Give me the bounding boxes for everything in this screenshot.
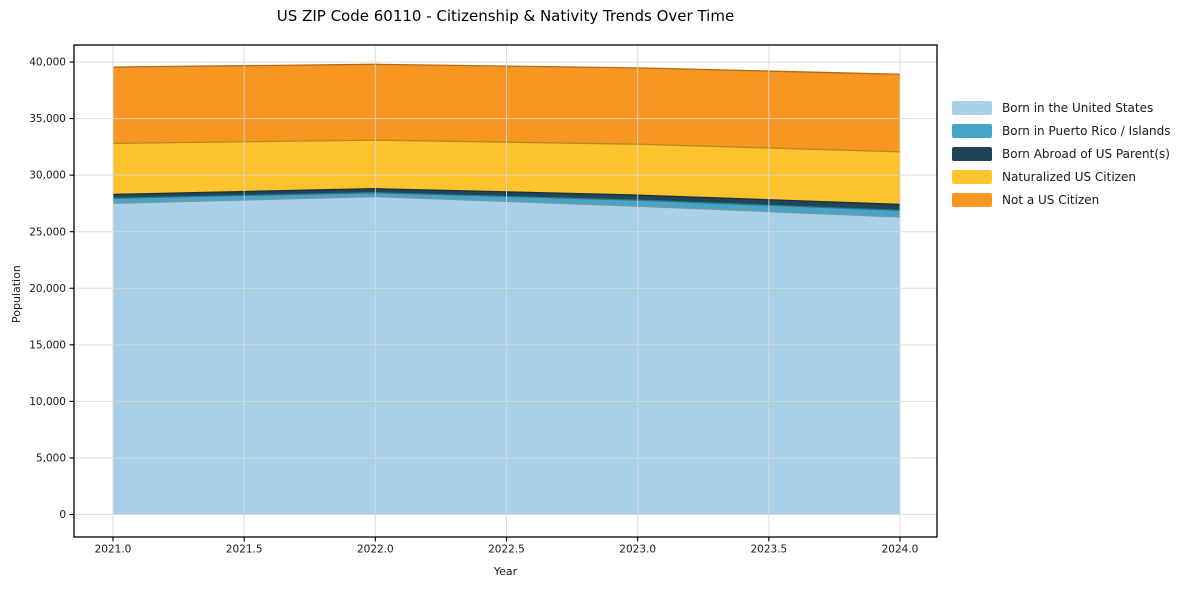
legend-item-0: Born in the United States bbox=[952, 96, 1171, 119]
legend-swatch-1 bbox=[952, 123, 992, 138]
legend-label-1: Born in Puerto Rico / Islands bbox=[1002, 123, 1171, 138]
legend-item-3: Naturalized US Citizen bbox=[952, 165, 1171, 188]
y-axis-label: Population bbox=[10, 265, 23, 323]
x-tick-label-0: 2021.0 bbox=[95, 544, 132, 556]
legend-label-3: Naturalized US Citizen bbox=[1002, 169, 1136, 184]
legend: Born in the United States Born in Puerto … bbox=[952, 96, 1171, 211]
legend-item-1: Born in Puerto Rico / Islands bbox=[952, 119, 1171, 142]
legend-item-2: Born Abroad of US Parent(s) bbox=[952, 142, 1171, 165]
y-tick-label-5: 25,000 bbox=[29, 226, 66, 238]
plot-border bbox=[73, 44, 938, 538]
x-tick-label-3: 2022.5 bbox=[488, 544, 525, 556]
y-tick-label-8: 40,000 bbox=[29, 57, 66, 69]
x-tick-label-5: 2023.5 bbox=[750, 544, 787, 556]
y-tick-label-2: 10,000 bbox=[29, 396, 66, 408]
y-tick-label-3: 15,000 bbox=[29, 339, 66, 351]
legend-swatch-3 bbox=[952, 169, 992, 184]
chart-title: US ZIP Code 60110 - Citizenship & Nativi… bbox=[276, 7, 735, 25]
legend-item-4: Not a US Citizen bbox=[952, 188, 1171, 211]
legend-swatch-2 bbox=[952, 146, 992, 161]
y-tick-label-7: 35,000 bbox=[29, 113, 66, 125]
y-tick-label-0: 0 bbox=[59, 509, 66, 521]
legend-label-2: Born Abroad of US Parent(s) bbox=[1002, 146, 1170, 161]
x-axis-label: Year bbox=[493, 565, 518, 578]
y-tick-label-1: 5,000 bbox=[36, 453, 66, 465]
y-tick-label-4: 20,000 bbox=[29, 283, 66, 295]
legend-swatch-4 bbox=[952, 192, 992, 207]
legend-swatch-0 bbox=[952, 100, 992, 115]
legend-label-0: Born in the United States bbox=[1002, 100, 1154, 115]
x-tick-label-2: 2022.0 bbox=[357, 544, 394, 556]
x-tick-label-1: 2021.5 bbox=[226, 544, 263, 556]
legend-label-4: Not a US Citizen bbox=[1002, 192, 1100, 207]
y-tick-label-6: 30,000 bbox=[29, 170, 66, 182]
x-tick-label-6: 2024.0 bbox=[882, 544, 919, 556]
x-tick-label-4: 2023.0 bbox=[619, 544, 656, 556]
